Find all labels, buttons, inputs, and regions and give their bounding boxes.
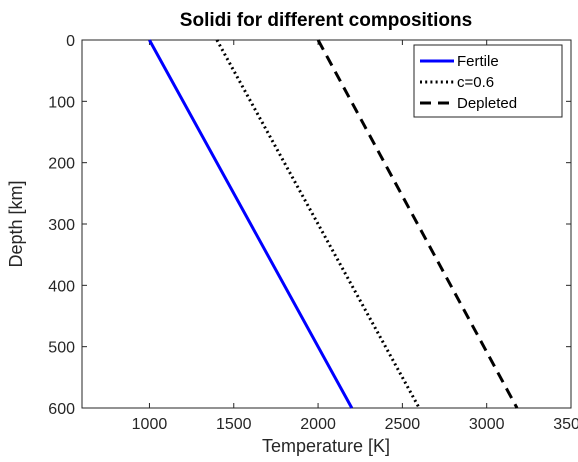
x-tick-label: 1000 — [132, 416, 168, 433]
legend-label-1: Fertile — [457, 53, 499, 70]
series-line-3 — [316, 39, 519, 409]
x-tick-label: 2500 — [385, 416, 421, 433]
series-line-2 — [215, 39, 421, 409]
series-line-1 — [148, 39, 354, 409]
x-axis-label: Temperature [K] — [262, 436, 390, 456]
y-tick-label: 0 — [66, 33, 75, 50]
legend-box — [413, 44, 563, 118]
legend-label-2: c=0.6 — [457, 74, 494, 91]
y-tick-label: 600 — [48, 401, 75, 418]
series-lines — [148, 39, 519, 409]
y-tick-label: 300 — [48, 217, 75, 234]
legend-label-3: Depleted — [457, 95, 517, 112]
y-tick-label: 200 — [48, 156, 75, 173]
legend: Fertile c=0.6 Depleted — [413, 44, 563, 118]
x-tick-label: 2000 — [300, 416, 336, 433]
y-tick-label: 100 — [48, 94, 75, 111]
y-tick-label: 400 — [48, 278, 75, 295]
y-axis-label: Depth [km] — [6, 180, 26, 267]
x-tick-label: 3000 — [469, 416, 505, 433]
x-tick-label: 1500 — [216, 416, 252, 433]
y-tick-label: 500 — [48, 340, 75, 357]
chart-title: Solidi for different compositions — [180, 10, 472, 31]
